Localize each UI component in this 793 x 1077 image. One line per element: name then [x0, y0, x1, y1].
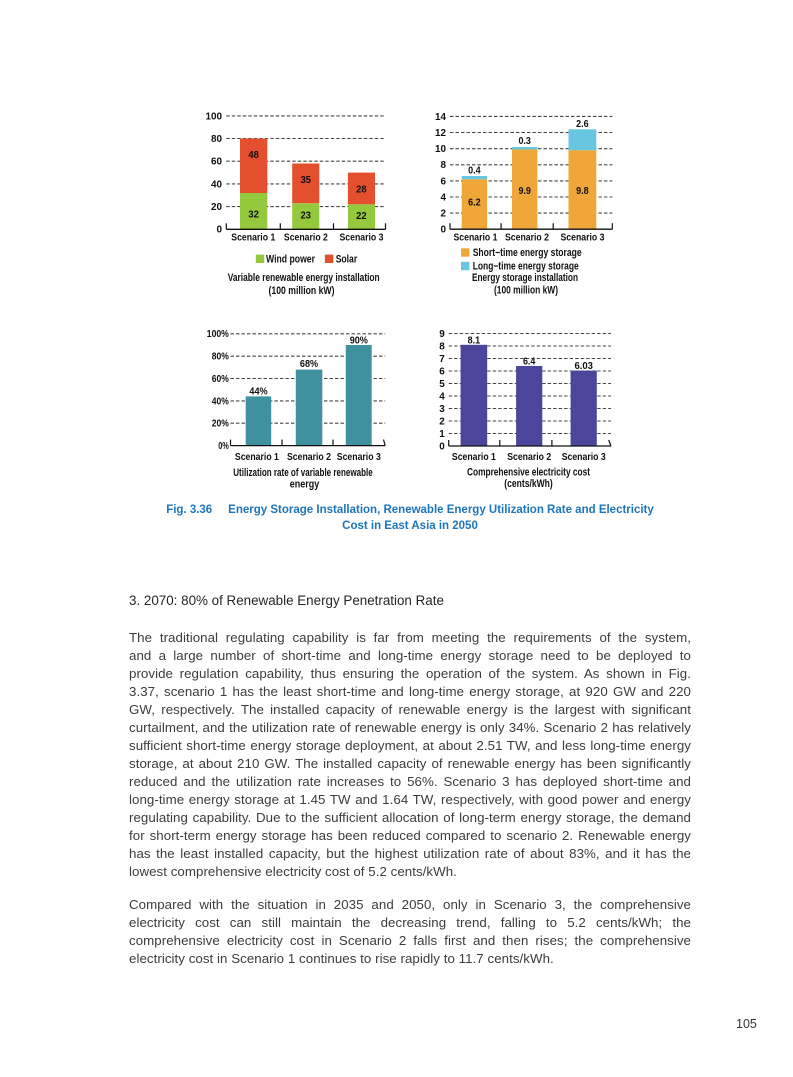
svg-text:Scenario 1: Scenario 1	[454, 233, 498, 244]
svg-text:Scenario 2: Scenario 2	[284, 233, 328, 244]
svg-text:6: 6	[439, 366, 445, 377]
svg-text:Scenario 3: Scenario 3	[562, 452, 606, 463]
svg-text:0: 0	[217, 225, 223, 236]
svg-text:44%: 44%	[249, 387, 267, 398]
svg-text:0: 0	[441, 225, 447, 236]
svg-text:35: 35	[300, 175, 311, 186]
svg-text:100%: 100%	[207, 329, 229, 340]
svg-text:6: 6	[441, 176, 447, 187]
svg-text:1: 1	[439, 429, 445, 440]
svg-text:3: 3	[439, 404, 445, 415]
svg-text:Scenario 2: Scenario 2	[505, 233, 549, 244]
svg-text:40: 40	[211, 179, 222, 190]
svg-text:9.9: 9.9	[518, 186, 531, 197]
svg-text:0.4: 0.4	[468, 165, 481, 176]
svg-text:80: 80	[211, 134, 222, 145]
svg-text:22: 22	[356, 211, 367, 222]
svg-text:5: 5	[439, 379, 445, 390]
svg-text:28: 28	[356, 185, 367, 196]
svg-text:90%: 90%	[350, 336, 368, 347]
svg-text:40%: 40%	[212, 396, 229, 407]
svg-text:Scenario 1: Scenario 1	[231, 233, 275, 244]
svg-text:8.1: 8.1	[468, 336, 481, 347]
svg-text:(cents/kWh): (cents/kWh)	[504, 478, 553, 490]
svg-text:100: 100	[206, 111, 223, 122]
svg-text:2: 2	[441, 209, 447, 220]
svg-text:6.4: 6.4	[523, 357, 536, 368]
svg-text:0.3: 0.3	[518, 136, 531, 147]
svg-text:Scenario 3: Scenario 3	[561, 233, 605, 244]
svg-text:14: 14	[435, 112, 446, 123]
svg-text:(100 million kW): (100 million kW)	[494, 284, 558, 296]
svg-text:Comprehensive electricity cost: Comprehensive electricity cost	[467, 467, 590, 479]
svg-text:Solar: Solar	[336, 253, 358, 265]
svg-text:energy: energy	[290, 478, 320, 490]
svg-text:8: 8	[439, 341, 445, 352]
svg-text:6.2: 6.2	[468, 198, 481, 209]
svg-text:4: 4	[439, 391, 445, 402]
svg-text:7: 7	[439, 354, 445, 365]
svg-text:12: 12	[435, 128, 446, 139]
svg-text:0%: 0%	[218, 441, 229, 452]
svg-text:80%: 80%	[212, 352, 229, 363]
svg-text:Scenario 3: Scenario 3	[337, 452, 381, 463]
svg-text:Variable renewable energy inst: Variable renewable energy installation	[228, 272, 380, 284]
svg-text:2: 2	[439, 416, 445, 427]
svg-text:Energy storage installation: Energy storage installation	[472, 272, 578, 284]
svg-text:8: 8	[441, 160, 447, 171]
svg-text:Long−time energy storage: Long−time energy storage	[473, 261, 579, 273]
svg-text:60%: 60%	[212, 374, 229, 385]
svg-text:Short−time energy storage: Short−time energy storage	[473, 247, 582, 259]
svg-text:2.6: 2.6	[576, 119, 589, 130]
svg-text:Scenario 1: Scenario 1	[452, 452, 496, 463]
svg-text:Scenario 3: Scenario 3	[340, 233, 384, 244]
svg-text:20%: 20%	[212, 419, 229, 430]
svg-text:9: 9	[439, 329, 445, 340]
svg-text:Scenario 2: Scenario 2	[287, 452, 331, 463]
svg-text:60: 60	[211, 157, 222, 168]
svg-text:Utilization rate of variable r: Utilization rate of variable renewable	[233, 467, 373, 479]
svg-text:48: 48	[248, 150, 259, 161]
svg-text:(100 million kW): (100 million kW)	[269, 285, 335, 297]
svg-text:23: 23	[300, 211, 311, 222]
svg-text:Wind power: Wind power	[266, 253, 315, 265]
svg-text:4: 4	[441, 192, 447, 203]
svg-text:32: 32	[248, 210, 259, 221]
svg-text:68%: 68%	[300, 359, 318, 370]
svg-text:6.03: 6.03	[574, 361, 593, 372]
svg-text:Scenario 1: Scenario 1	[235, 452, 279, 463]
svg-text:9.8: 9.8	[576, 186, 589, 197]
svg-text:10: 10	[435, 144, 446, 155]
svg-text:20: 20	[211, 202, 222, 213]
svg-text:0: 0	[439, 441, 445, 452]
svg-text:Scenario 2: Scenario 2	[507, 452, 551, 463]
